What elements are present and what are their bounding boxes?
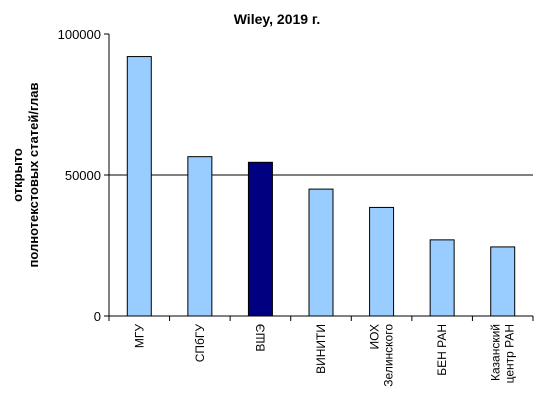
- y-tick-labels: 0 50000 100000: [58, 27, 101, 324]
- bars: [126, 56, 516, 317]
- x-category-label: Зелинского: [382, 324, 396, 387]
- x-category-label: МГУ: [132, 324, 146, 348]
- x-category-2: СПбГУ: [193, 324, 207, 363]
- y-tick-label-100000: 100000: [58, 27, 101, 42]
- x-category-5: ИОХ Зелинского: [368, 324, 396, 387]
- x-category-6: БЕН РАН: [435, 324, 449, 376]
- bar-1: [126, 56, 152, 317]
- x-category-label: ВИНИТИ: [314, 324, 328, 374]
- x-category-label: ВШЭ: [253, 324, 267, 352]
- axes: [104, 33, 534, 321]
- x-category-3: ВШЭ: [253, 324, 267, 352]
- y-axis-title-line-2: полнотекстовых статей/глав: [26, 82, 41, 267]
- x-category-1: МГУ: [132, 324, 146, 348]
- bar-6: [429, 239, 455, 317]
- y-axis-title: открыто полнотекстовых статей/глав: [10, 82, 41, 267]
- chart-title: Wiley, 2019 г.: [234, 11, 321, 27]
- x-category-7: Казанский центр РАН: [489, 324, 517, 383]
- x-category-label: СПбГУ: [193, 324, 207, 363]
- bar-2: [187, 156, 213, 317]
- x-category-label: центр РАН: [503, 324, 517, 383]
- y-axis-title-line-1: открыто: [10, 148, 25, 202]
- x-category-labels: МГУ СПбГУ ВШЭ ВИНИТИ ИОХ Зелинского БЕН РАН Каз…: [132, 324, 516, 387]
- bar-4: [308, 188, 334, 317]
- x-category-label: Казанский: [489, 324, 503, 381]
- bar-7: [490, 246, 516, 317]
- y-tick-label-0: 0: [94, 309, 101, 324]
- x-category-4: ВИНИТИ: [314, 324, 328, 374]
- x-category-label: ИОХ: [368, 324, 382, 349]
- x-category-label: БЕН РАН: [435, 324, 449, 376]
- bar-3: [247, 161, 273, 317]
- bar-5: [369, 206, 395, 317]
- y-tick-label-50000: 50000: [65, 168, 101, 183]
